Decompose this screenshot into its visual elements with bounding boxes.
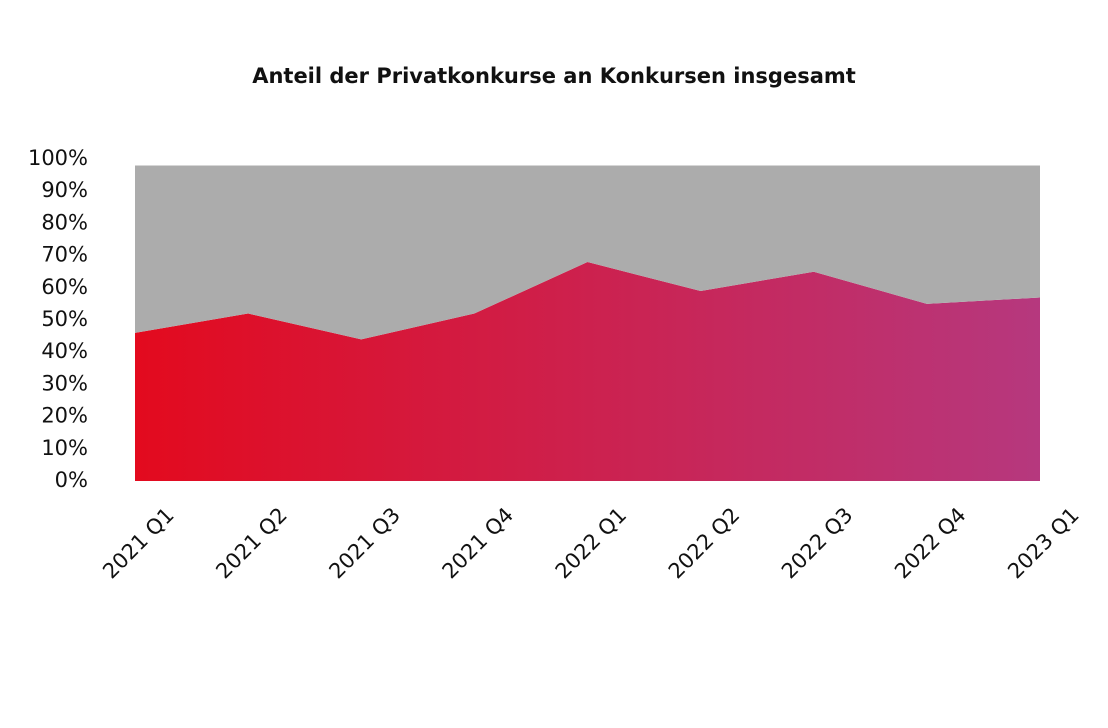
area	[135, 165, 1040, 340]
y-tick-label: 10%	[41, 436, 88, 460]
y-tick-label: 80%	[41, 210, 88, 234]
area	[135, 262, 1040, 481]
y-tick-label: 70%	[41, 243, 88, 267]
y-tick-label: 0%	[55, 468, 88, 492]
x-tick-label: 2021 Q3	[324, 503, 405, 584]
y-tick-label: 50%	[41, 307, 88, 331]
y-tick-label: 40%	[41, 339, 88, 363]
x-tick-label: 2022 Q1	[551, 503, 632, 584]
y-tick-label: 100%	[28, 146, 88, 170]
x-tick-label: 2022 Q3	[777, 503, 858, 584]
y-tick-label: 90%	[41, 178, 88, 202]
x-tick-label: 2021 Q2	[211, 503, 292, 584]
x-tick-label: 2022 Q2	[664, 503, 745, 584]
x-tick-label: 2021 Q4	[438, 503, 519, 584]
x-tick-label: 2022 Q4	[890, 503, 971, 584]
y-tick-label: 30%	[41, 371, 88, 395]
x-tick-label: 2023 Q1	[1003, 503, 1084, 584]
chart-title: Anteil der Privatkonkurse an Konkursen i…	[252, 64, 856, 88]
y-tick-label: 60%	[41, 275, 88, 299]
y-tick-label: 20%	[41, 404, 88, 428]
x-tick-label: 2021 Q1	[98, 503, 179, 584]
